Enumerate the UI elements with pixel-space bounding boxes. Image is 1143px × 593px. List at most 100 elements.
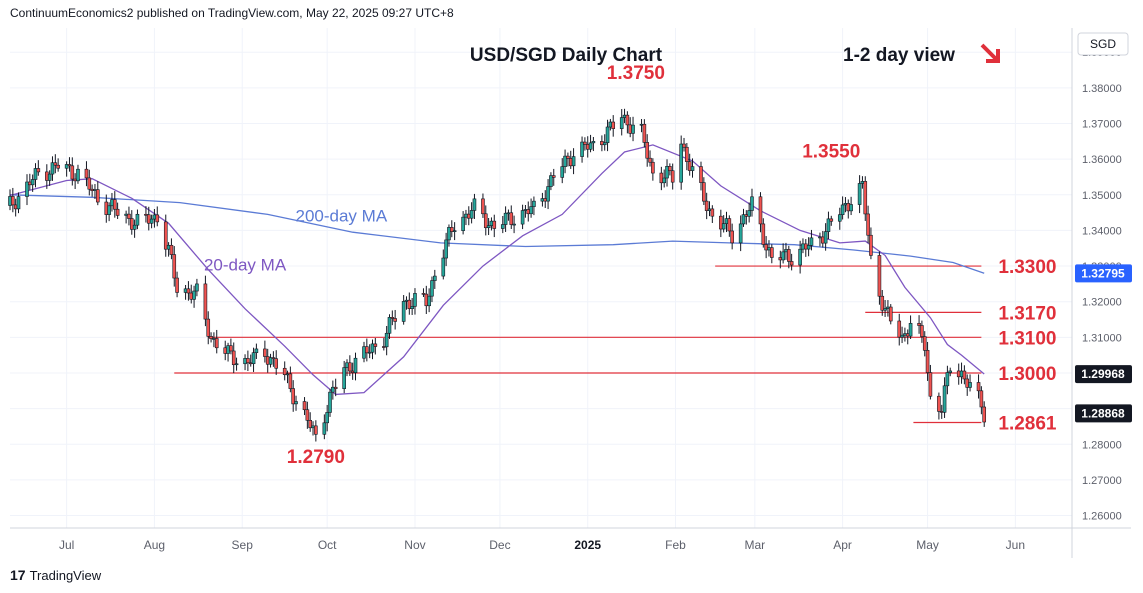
candle-body bbox=[509, 212, 514, 225]
candle-body bbox=[869, 234, 873, 256]
x-tick-label: Jun bbox=[1006, 538, 1025, 552]
candle-body bbox=[481, 198, 485, 215]
candle-body bbox=[288, 373, 293, 389]
candle-body bbox=[401, 301, 406, 322]
x-tick-label: Nov bbox=[404, 538, 425, 552]
candle-body bbox=[789, 261, 794, 266]
candle-body bbox=[809, 237, 814, 246]
candle-body bbox=[294, 401, 298, 405]
candle-body bbox=[430, 280, 434, 297]
candle-body bbox=[602, 142, 607, 146]
candle-body bbox=[70, 165, 75, 180]
level-label: 1.3170 bbox=[998, 303, 1056, 324]
candle-body bbox=[747, 210, 751, 217]
price-annotation: 1.3750 bbox=[607, 63, 665, 84]
publisher-line: ContinuumEconomics2 published on Trading… bbox=[10, 6, 454, 20]
candle-body bbox=[373, 343, 378, 347]
level-label: 1.3100 bbox=[998, 328, 1056, 349]
y-tick-label: 1.34000 bbox=[1082, 225, 1122, 237]
candle-body bbox=[115, 208, 120, 216]
y-tick-label: 1.32000 bbox=[1082, 297, 1122, 309]
candle-body bbox=[353, 357, 358, 373]
y-tick-label: 1.26000 bbox=[1082, 511, 1122, 523]
candle-body bbox=[186, 288, 191, 294]
x-tick-label: Dec bbox=[489, 538, 510, 552]
candle-body bbox=[897, 320, 902, 338]
candle-body bbox=[979, 390, 984, 408]
candle-body bbox=[685, 146, 689, 162]
candle-body bbox=[549, 175, 553, 187]
price-badge bbox=[1075, 365, 1132, 384]
candle-body bbox=[687, 161, 692, 171]
candle-body bbox=[503, 212, 508, 225]
chart-title: USD/SGD Daily Chart bbox=[470, 45, 663, 66]
candle-body bbox=[761, 223, 766, 245]
candle-body bbox=[195, 283, 199, 292]
candle-body bbox=[169, 244, 174, 255]
candle-body bbox=[84, 168, 89, 179]
candle-body bbox=[268, 357, 273, 365]
ma200-label: 200-day MA bbox=[296, 207, 388, 226]
x-tick-label: May bbox=[916, 538, 939, 552]
candle-body bbox=[806, 245, 811, 250]
candle-body bbox=[883, 308, 887, 311]
candle-body bbox=[908, 323, 913, 337]
candle-body bbox=[333, 386, 338, 389]
y-tick-label: 1.27000 bbox=[1082, 475, 1122, 487]
candle-body bbox=[945, 372, 950, 387]
candle-body bbox=[50, 162, 55, 175]
candle-body bbox=[925, 350, 930, 373]
candle-body bbox=[758, 196, 763, 225]
candle-body bbox=[826, 218, 831, 232]
candle-body bbox=[866, 213, 870, 236]
ma200-line bbox=[9, 194, 985, 274]
candle-body bbox=[679, 143, 683, 183]
candle-body bbox=[948, 370, 953, 373]
candle-body bbox=[410, 306, 414, 309]
candle-body bbox=[786, 249, 791, 262]
candle-body bbox=[314, 425, 318, 435]
candle-body bbox=[331, 386, 335, 393]
candle-body bbox=[781, 251, 785, 261]
candle-body bbox=[33, 168, 38, 180]
support-resistance-levels: 1.3300 1.3170 1.3100 1.3000 1.2861 bbox=[174, 257, 1057, 435]
candle-body bbox=[900, 334, 904, 338]
candle-body bbox=[566, 155, 570, 159]
candle-body bbox=[942, 385, 947, 413]
candle-body bbox=[625, 114, 630, 126]
candle-body bbox=[631, 124, 635, 134]
candle-body bbox=[750, 196, 754, 211]
candle-body bbox=[387, 317, 392, 334]
x-tick-label: Apr bbox=[833, 538, 852, 552]
candle-body bbox=[246, 358, 250, 364]
candle-body bbox=[738, 223, 743, 244]
x-tick-label: Sep bbox=[232, 538, 254, 552]
candle-body bbox=[308, 420, 312, 429]
candle-body bbox=[798, 248, 802, 266]
footer-brand[interactable]: TradingView bbox=[29, 567, 102, 583]
candle-body bbox=[642, 123, 647, 143]
candle-body bbox=[888, 306, 893, 322]
candle-body bbox=[849, 204, 853, 212]
candle-body bbox=[727, 218, 732, 232]
price-badge bbox=[1075, 264, 1132, 283]
candle-body bbox=[229, 345, 233, 352]
tradingview-logo-icon: 17 bbox=[10, 567, 26, 583]
candle-body bbox=[648, 157, 652, 163]
x-tick-label: Oct bbox=[318, 538, 337, 552]
candle-body bbox=[56, 164, 60, 169]
level-label: 1.2861 bbox=[998, 414, 1057, 435]
currency-button[interactable] bbox=[1077, 32, 1129, 56]
candle-body bbox=[251, 352, 256, 365]
candle-body bbox=[127, 213, 131, 219]
candle-body bbox=[710, 208, 715, 217]
candle-body bbox=[452, 230, 457, 232]
candle-body bbox=[770, 247, 774, 258]
candle-body bbox=[651, 161, 655, 174]
candle-body bbox=[209, 336, 213, 339]
candle-body bbox=[937, 395, 941, 412]
candle-body bbox=[520, 210, 525, 225]
candle-body bbox=[840, 204, 845, 215]
candle-body bbox=[486, 225, 491, 229]
